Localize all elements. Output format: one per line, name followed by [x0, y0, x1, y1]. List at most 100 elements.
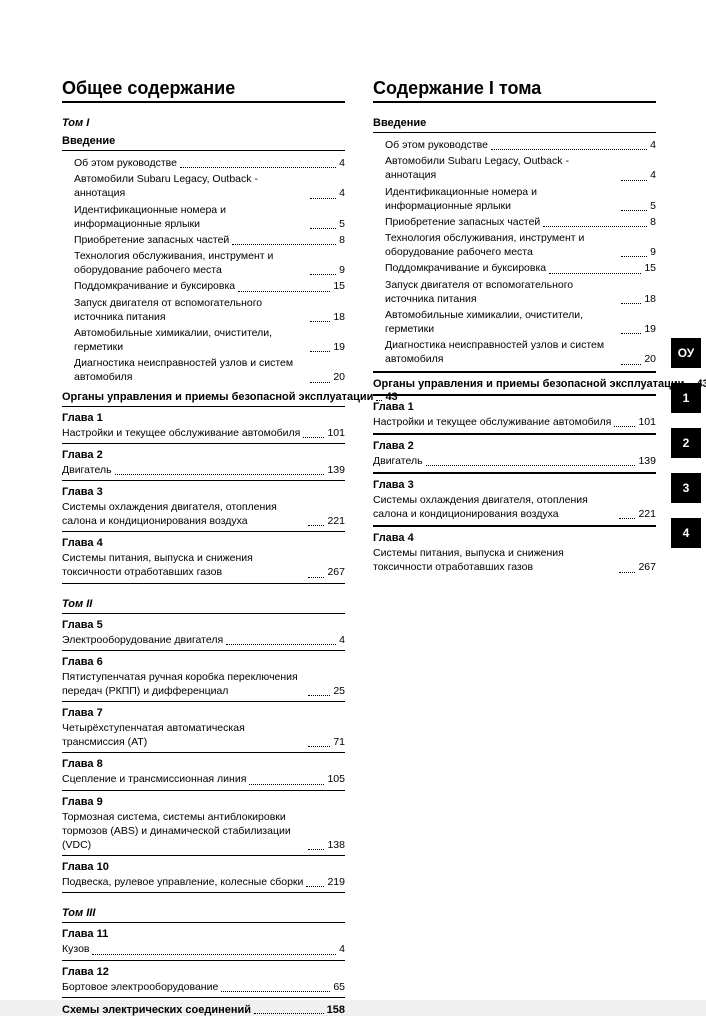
toc-entry: Настройки и текущее обслуживание автомоб…: [373, 415, 656, 429]
chapter-block: Глава 1Настройки и текущее обслуживание …: [373, 394, 656, 429]
divider: [62, 997, 345, 998]
leader-dots: [549, 273, 641, 274]
leader-dots: [249, 784, 324, 785]
tab-3[interactable]: 3: [671, 473, 701, 503]
entry-label: Поддомкрачивание и буксировка: [74, 279, 235, 293]
divider: [62, 892, 345, 893]
entry-label: Электрооборудование двигателя: [62, 633, 223, 647]
chapter-block: Глава 5Электрооборудование двигателя4: [62, 619, 345, 651]
entry-page: 8: [650, 215, 656, 229]
entry-page: 18: [333, 310, 345, 324]
toc-entry: Технология обслуживания, инструмент и об…: [385, 231, 656, 259]
leader-dots: [310, 351, 330, 352]
toc-entry: Диагностика неисправностей узлов и систе…: [385, 338, 656, 366]
toc-entry: Диагностика неисправностей узлов и систе…: [74, 356, 345, 384]
entry-label: Запуск двигателя от вспомогательного ист…: [385, 278, 618, 306]
leader-dots: [308, 849, 324, 850]
leader-dots: [308, 525, 324, 526]
divider: [62, 613, 345, 614]
toc-entry: Бортовое электрооборудование 65: [62, 980, 345, 994]
entry-page: 18: [644, 292, 656, 306]
chapter-block: Глава 3Системы охлаждения двигателя, ото…: [373, 472, 656, 521]
leader-dots: [621, 364, 641, 365]
entry-page: 65: [333, 980, 345, 994]
entry-label: Кузов: [62, 942, 89, 956]
entry-label: Подвеска, рулевое управление, колесные с…: [62, 875, 303, 889]
chapter-block: Глава 10Подвеска, рулевое управление, ко…: [62, 861, 345, 893]
chapter-block: Глава 4Системы питания, выпуска и снижен…: [373, 525, 656, 574]
schemes-label: Схемы электрических соединений: [62, 1004, 251, 1016]
entry-label: Четырёхступенчатая автоматическая трансм…: [62, 721, 305, 749]
thick-divider: [373, 394, 656, 396]
chapter-head: Глава 3: [62, 486, 345, 498]
organs-heading-right: Органы управления и приемы безопасной эк…: [373, 378, 656, 390]
toc-entry: Двигатель139: [373, 454, 656, 468]
intro-heading-right: Введение: [373, 117, 656, 129]
divider: [62, 150, 345, 151]
divider: [62, 480, 345, 481]
tab-4[interactable]: 4: [671, 518, 701, 548]
entry-label: Пятиступенчатая ручная коробка переключе…: [62, 670, 305, 698]
leader-dots: [310, 321, 330, 322]
toc-entry: Системы охлаждения двигателя, отопления …: [62, 500, 345, 528]
chapter-head: Глава 1: [62, 412, 345, 424]
entry-page: 15: [333, 279, 345, 293]
entry-page: 19: [644, 322, 656, 336]
entry-page: 4: [339, 186, 345, 200]
schemes-page: 158: [327, 1004, 345, 1016]
tab-1[interactable]: 1: [671, 383, 701, 413]
tab-ou[interactable]: ОУ: [671, 338, 701, 368]
intro-label: Введение: [373, 117, 426, 129]
entry-page: 101: [638, 415, 656, 429]
left-title: Общее содержание: [62, 78, 345, 103]
entry-page: 138: [327, 838, 345, 852]
toc-entry: Системы охлаждения двигателя, отопления …: [373, 493, 656, 521]
toc-entry: Четырёхступенчатая автоматическая трансм…: [62, 721, 345, 749]
chapter-block: Глава 3 Системы охлаждения двигателя, ото…: [62, 486, 345, 532]
entry-label: Системы охлаждения двигателя, отопления …: [62, 500, 305, 528]
entry-label: Диагностика неисправностей узлов и систе…: [74, 356, 307, 384]
leader-dots: [303, 437, 324, 438]
entry-label: Настройки и текущее обслуживание автомоб…: [62, 426, 300, 440]
toc-entry: Автомобильные химикалии, очистители, гер…: [385, 308, 656, 336]
organs-label: Органы управления и приемы безопасной эк…: [62, 391, 373, 403]
entry-label: Бортовое электрооборудование: [62, 980, 218, 994]
entry-label: Двигатель: [373, 454, 423, 468]
divider: [62, 443, 345, 444]
volume-1-label: Том I: [62, 117, 345, 129]
entry-label: Запуск двигателя от вспомогательного ист…: [74, 296, 307, 324]
chapter-head: Глава 11: [62, 928, 345, 940]
entry-page: 5: [650, 199, 656, 213]
entry-page: 19: [333, 340, 345, 354]
chapter-block: Глава 9 Тормозная система, системы антибл…: [62, 796, 345, 857]
divider: [62, 790, 345, 791]
toc-entry: Пятиступенчатая ручная коробка переключе…: [62, 670, 345, 698]
columns: Общее содержание Том I Введение Об этом …: [62, 78, 656, 1016]
divider: [62, 650, 345, 651]
entry-label: Об этом руководстве: [385, 138, 488, 152]
entry-label: Приобретение запасных частей: [385, 215, 540, 229]
toc-entry: Запуск двигателя от вспомогательного ист…: [74, 296, 345, 324]
divider: [62, 701, 345, 702]
entry-page: 25: [333, 684, 345, 698]
chapter-block: Глава 6Пятиступенчатая ручная коробка пе…: [62, 656, 345, 702]
chapter-head: Глава 9: [62, 796, 345, 808]
toc-entry: Автомобили Subaru Legacy, Outback - анно…: [385, 154, 656, 182]
toc-entry: Об этом руководстве4: [385, 138, 656, 152]
toc-entry: Кузов4: [62, 942, 345, 956]
intro-heading-left: Введение: [62, 135, 345, 147]
chapter-head: Глава 4: [62, 537, 345, 549]
volume-3-label: Том III: [62, 907, 345, 919]
entry-page: 8: [339, 233, 345, 247]
chapter-head: Глава 12: [62, 966, 345, 978]
toc-entry: Технология обслуживания, инструмент и об…: [74, 249, 345, 277]
leader-dots: [619, 572, 635, 573]
leader-dots: [621, 210, 647, 211]
tab-2[interactable]: 2: [671, 428, 701, 458]
toc-entry: Тормозная система, системы антиблокировк…: [62, 810, 345, 853]
toc-entry: Системы питания, выпуска и снижения токс…: [373, 546, 656, 574]
toc-entry: Системы питания, выпуска и снижения токс…: [62, 551, 345, 579]
leader-dots: [621, 180, 647, 181]
side-tabs: ОУ 1 2 3 4: [671, 338, 701, 563]
divider: [62, 406, 345, 407]
